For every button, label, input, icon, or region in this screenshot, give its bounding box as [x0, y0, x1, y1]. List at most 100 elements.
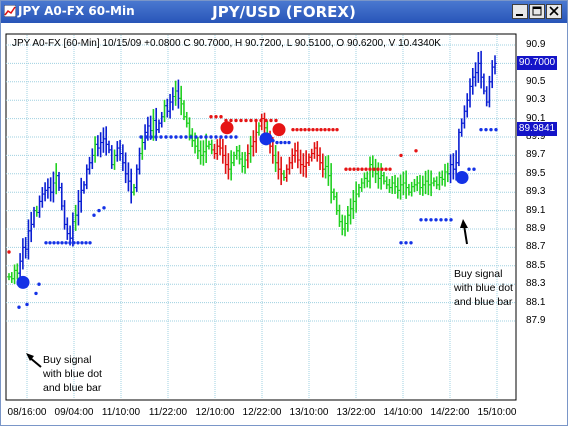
red-signal-dot: [380, 167, 384, 171]
x-tick-label: 15/10:00: [477, 407, 517, 418]
red-signal-dot: [244, 118, 248, 123]
blue-signal-dot: [56, 241, 60, 245]
blue-signal-dot: [60, 241, 64, 245]
blue-signal-dot: [229, 135, 233, 139]
red-signal-dot: [388, 167, 392, 171]
red-signal-dot: [360, 167, 364, 171]
x-tick-label: 14/22:00: [430, 407, 470, 418]
red-signal-dot: [364, 167, 368, 171]
red-signal-dot: [229, 118, 233, 123]
chart-app-icon: [4, 5, 16, 17]
blue-signal-dot: [194, 135, 198, 139]
ohlc-bars: [7, 50, 497, 284]
red-signal-dot: [414, 149, 418, 153]
red-signal-dot: [303, 127, 307, 132]
blue-signal-dot: [209, 135, 213, 139]
y-tick-label: 88.5: [526, 259, 546, 271]
minimize-icon: [516, 14, 523, 16]
x-tick-label: 12/22:00: [242, 407, 282, 418]
blue-signal-dot: [449, 218, 453, 222]
annotation-line: Buy signal: [43, 354, 92, 366]
buy-arrow-right-head: [460, 219, 468, 228]
blue-signal-dot: [64, 241, 68, 245]
blue-signal-dot: [164, 135, 168, 139]
signal-dots: [7, 115, 498, 309]
blue-signal-dot: [399, 241, 403, 245]
red-signal-dot: [384, 167, 388, 171]
buy-signal-annotation-left: Buy signal with blue dot and blue bar: [43, 353, 102, 395]
annotation-line: Buy signal: [454, 268, 503, 280]
blue-signal-dot: [34, 291, 38, 296]
y-tick-label: 89.9: [526, 131, 546, 142]
x-tick-label: 09/04:00: [54, 407, 94, 418]
chart-grid: [6, 35, 516, 399]
buy-signal-big-dot: [16, 275, 30, 289]
red-signal-dot: [315, 127, 319, 132]
close-icon: [549, 6, 559, 16]
red-signal-dot: [331, 127, 335, 132]
blue-signal-dot: [72, 241, 76, 245]
maximize-icon: [532, 6, 542, 16]
blue-signal-dot: [139, 135, 143, 139]
red-signal-dot: [335, 127, 339, 132]
blue-signal-dot: [189, 135, 193, 139]
red-signal-dot: [254, 118, 258, 123]
blue-signal-dot: [472, 167, 476, 171]
blue-signal-dot: [68, 241, 72, 245]
y-tick-label: 87.9: [526, 315, 546, 326]
red-signal-dot: [352, 167, 356, 171]
maximize-button[interactable]: [529, 4, 545, 19]
title-bar[interactable]: JPY A0-FX 60-Min JPY/USD (FOREX): [1, 1, 567, 23]
blue-signal-dot: [52, 241, 56, 245]
y-tick-label: 89.3: [526, 186, 546, 198]
red-signal-dot: [311, 127, 315, 132]
annotation-line: with blue dot: [454, 282, 513, 294]
red-signal-dot: [224, 118, 228, 123]
y-tick-label: 90.9: [526, 39, 546, 50]
red-signal-dot: [295, 127, 299, 132]
blue-signal-dot: [489, 127, 493, 132]
red-signal-dot: [264, 118, 268, 123]
red-signal-dot: [327, 127, 331, 132]
red-signal-dot: [214, 115, 218, 119]
annotation-line: and blue bar: [454, 296, 513, 308]
blue-signal-dot: [48, 241, 52, 245]
blue-signal-dot: [144, 135, 148, 139]
red-signal-dot: [348, 167, 352, 171]
buy-signal-big-dot: [259, 132, 273, 146]
minimize-button[interactable]: [512, 4, 528, 19]
blue-signal-dot: [275, 140, 279, 145]
blue-signal-dot: [409, 241, 413, 245]
red-signal-dot: [274, 118, 278, 123]
y-tick-label: 89.5: [526, 167, 546, 179]
red-signal-dot: [372, 167, 376, 171]
red-signal-dot: [239, 118, 243, 123]
x-tick-label: 11/10:00: [101, 407, 141, 418]
sell-signal-big-dot: [220, 121, 234, 135]
buy-signal-annotation-right: Buy signal with blue dot and blue bar: [454, 267, 513, 309]
blue-signal-dot: [92, 213, 96, 217]
sell-signal-big-dot: [272, 123, 286, 137]
red-signal-dot: [344, 167, 348, 171]
y-tick-label: 88.9: [526, 223, 546, 234]
blue-signal-dot: [283, 140, 287, 145]
close-button[interactable]: [546, 4, 562, 19]
x-tick-label: 11/22:00: [148, 407, 188, 418]
y-tick-label: 90.1: [526, 112, 546, 124]
blue-signal-dot: [424, 218, 428, 222]
price-chart[interactable]: [1, 23, 567, 425]
red-signal-dot: [291, 127, 295, 132]
marker-price-label: 89.9841: [517, 122, 557, 137]
blue-signal-dot: [287, 140, 291, 145]
red-signal-dot: [356, 167, 360, 171]
y-tick-label: 88.7: [526, 241, 546, 253]
blue-signal-dot: [184, 135, 188, 139]
blue-signal-dot: [224, 135, 228, 139]
blue-signal-dot: [467, 167, 471, 171]
blue-signal-dot: [214, 135, 218, 139]
blue-signal-dot: [159, 135, 163, 139]
blue-signal-dot: [97, 208, 101, 213]
annotation-arrows: [26, 219, 468, 368]
y-tick-label: 88.1: [526, 296, 546, 308]
red-signal-dot: [269, 118, 273, 123]
